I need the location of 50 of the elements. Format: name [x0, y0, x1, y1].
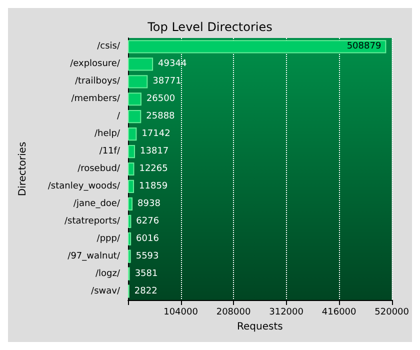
data-label: 6016 — [136, 234, 160, 244]
bar — [128, 180, 134, 194]
data-label: 17142 — [142, 129, 170, 140]
y-tick-label: /members/ — [71, 94, 121, 104]
data-label: 11859 — [139, 181, 168, 192]
bar — [128, 75, 148, 88]
data-label: 25888 — [146, 112, 176, 122]
y-tick-label: / — [116, 112, 121, 122]
data-label: 8938 — [138, 198, 161, 209]
data-label: 13817 — [140, 146, 169, 157]
bar — [128, 128, 137, 141]
x-tick-label: 104000 — [164, 308, 198, 318]
bar — [128, 58, 154, 71]
bar — [128, 162, 134, 176]
y-tick-label: /logz/ — [95, 268, 121, 279]
bar — [128, 144, 136, 158]
bar — [128, 214, 132, 228]
data-label: 3581 — [134, 268, 158, 279]
bar — [128, 197, 133, 210]
data-label: 26500 — [146, 94, 176, 104]
y-tick-label: /ppp/ — [96, 234, 121, 244]
y-tick-label: /trailboys/ — [74, 76, 121, 87]
y-axis-title: Directories — [18, 142, 28, 196]
x-tick-label: 416000 — [322, 308, 357, 318]
y-tick-label: /jane_doe/ — [73, 198, 121, 209]
data-label: 38771 — [152, 76, 182, 87]
y-tick-label: /97_walnut/ — [68, 251, 121, 262]
bar — [128, 92, 142, 106]
data-label: 2822 — [134, 286, 158, 296]
x-tick-label: 208000 — [216, 308, 251, 318]
y-tick-label: /statreports/ — [64, 216, 121, 226]
data-label: 5593 — [136, 251, 159, 262]
y-tick-label: /explosure/ — [70, 59, 121, 70]
data-label: 12265 — [139, 164, 168, 174]
x-tick-label: 312000 — [269, 308, 304, 318]
y-tick-label: /help/ — [94, 129, 121, 140]
y-tick-label: /rosebud/ — [78, 164, 121, 174]
chart-title: Top Level Directories — [146, 20, 272, 34]
y-tick-label: /csis/ — [97, 42, 121, 52]
y-tick-label: /11f/ — [99, 146, 121, 157]
bar — [128, 40, 386, 54]
x-tick-label: 520000 — [374, 308, 410, 318]
bar — [128, 110, 142, 124]
bar — [128, 232, 132, 246]
y-tick-label: /stanley_woods/ — [48, 181, 121, 192]
x-axis-title: Requests — [236, 322, 283, 332]
data-label: 508879 — [346, 42, 382, 52]
data-label: 6276 — [136, 216, 160, 226]
y-tick-label: /swav/ — [91, 286, 121, 296]
data-label: 49344 — [158, 59, 187, 70]
